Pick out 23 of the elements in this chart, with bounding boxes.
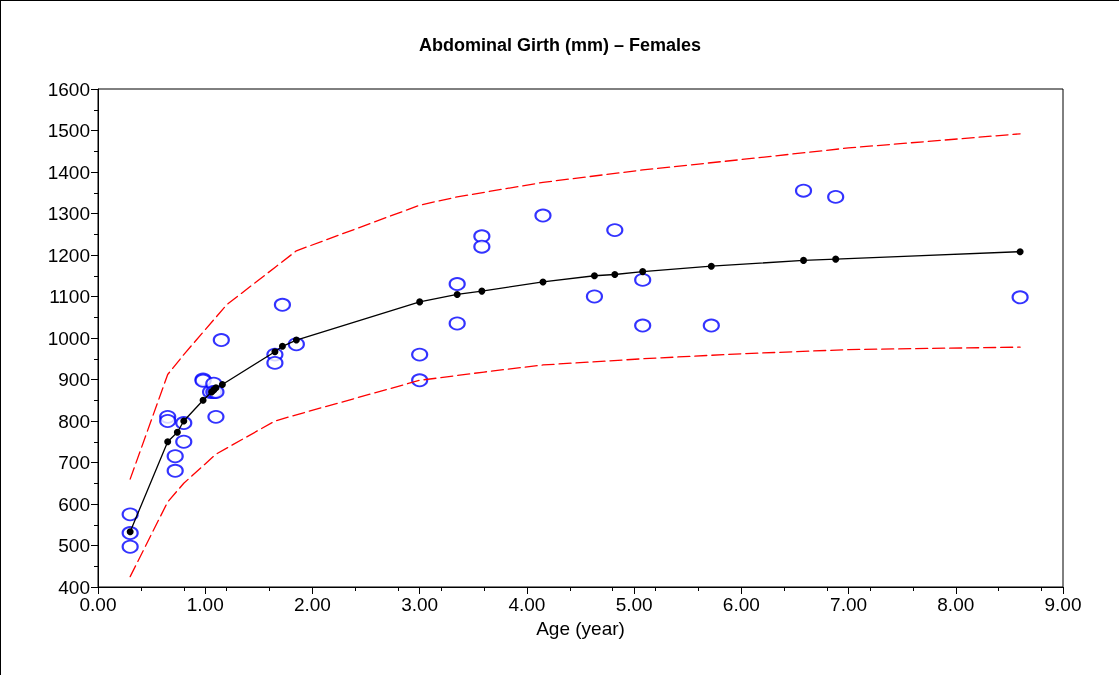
y-tick-label: 1400 [47, 161, 90, 183]
x-tick-label: 4.00 [508, 594, 546, 615]
x-tick-label: 7.00 [830, 594, 868, 615]
x-tick-label: 5.00 [615, 594, 653, 615]
y-tick-label: 1600 [47, 78, 90, 100]
chart-title: Abdominal Girth (mm) – Females [418, 35, 702, 55]
y-tick-label: 1500 [47, 120, 90, 141]
y-tick-label: 1200 [47, 244, 90, 266]
x-tick-label: 9.00 [1044, 594, 1082, 615]
y-tick-label: 1100 [49, 286, 90, 307]
y-tick-label: 800 [58, 410, 90, 432]
x-tick-label: 3.00 [401, 594, 439, 615]
x-tick-label: 1.00 [186, 594, 224, 615]
x-tick-label: 8.00 [937, 594, 975, 615]
x-tick-label: 6.00 [722, 594, 760, 615]
y-tick-label: 900 [58, 369, 90, 390]
y-tick-label: 600 [58, 493, 90, 515]
y-tick-label: 1300 [47, 203, 90, 224]
x-axis-title: Age (year) [536, 618, 625, 639]
y-tick-label: 500 [58, 535, 90, 556]
x-tick-label: 2.00 [293, 594, 331, 615]
y-tick-label: 700 [58, 452, 90, 473]
y-tick-label: 1000 [47, 327, 90, 349]
